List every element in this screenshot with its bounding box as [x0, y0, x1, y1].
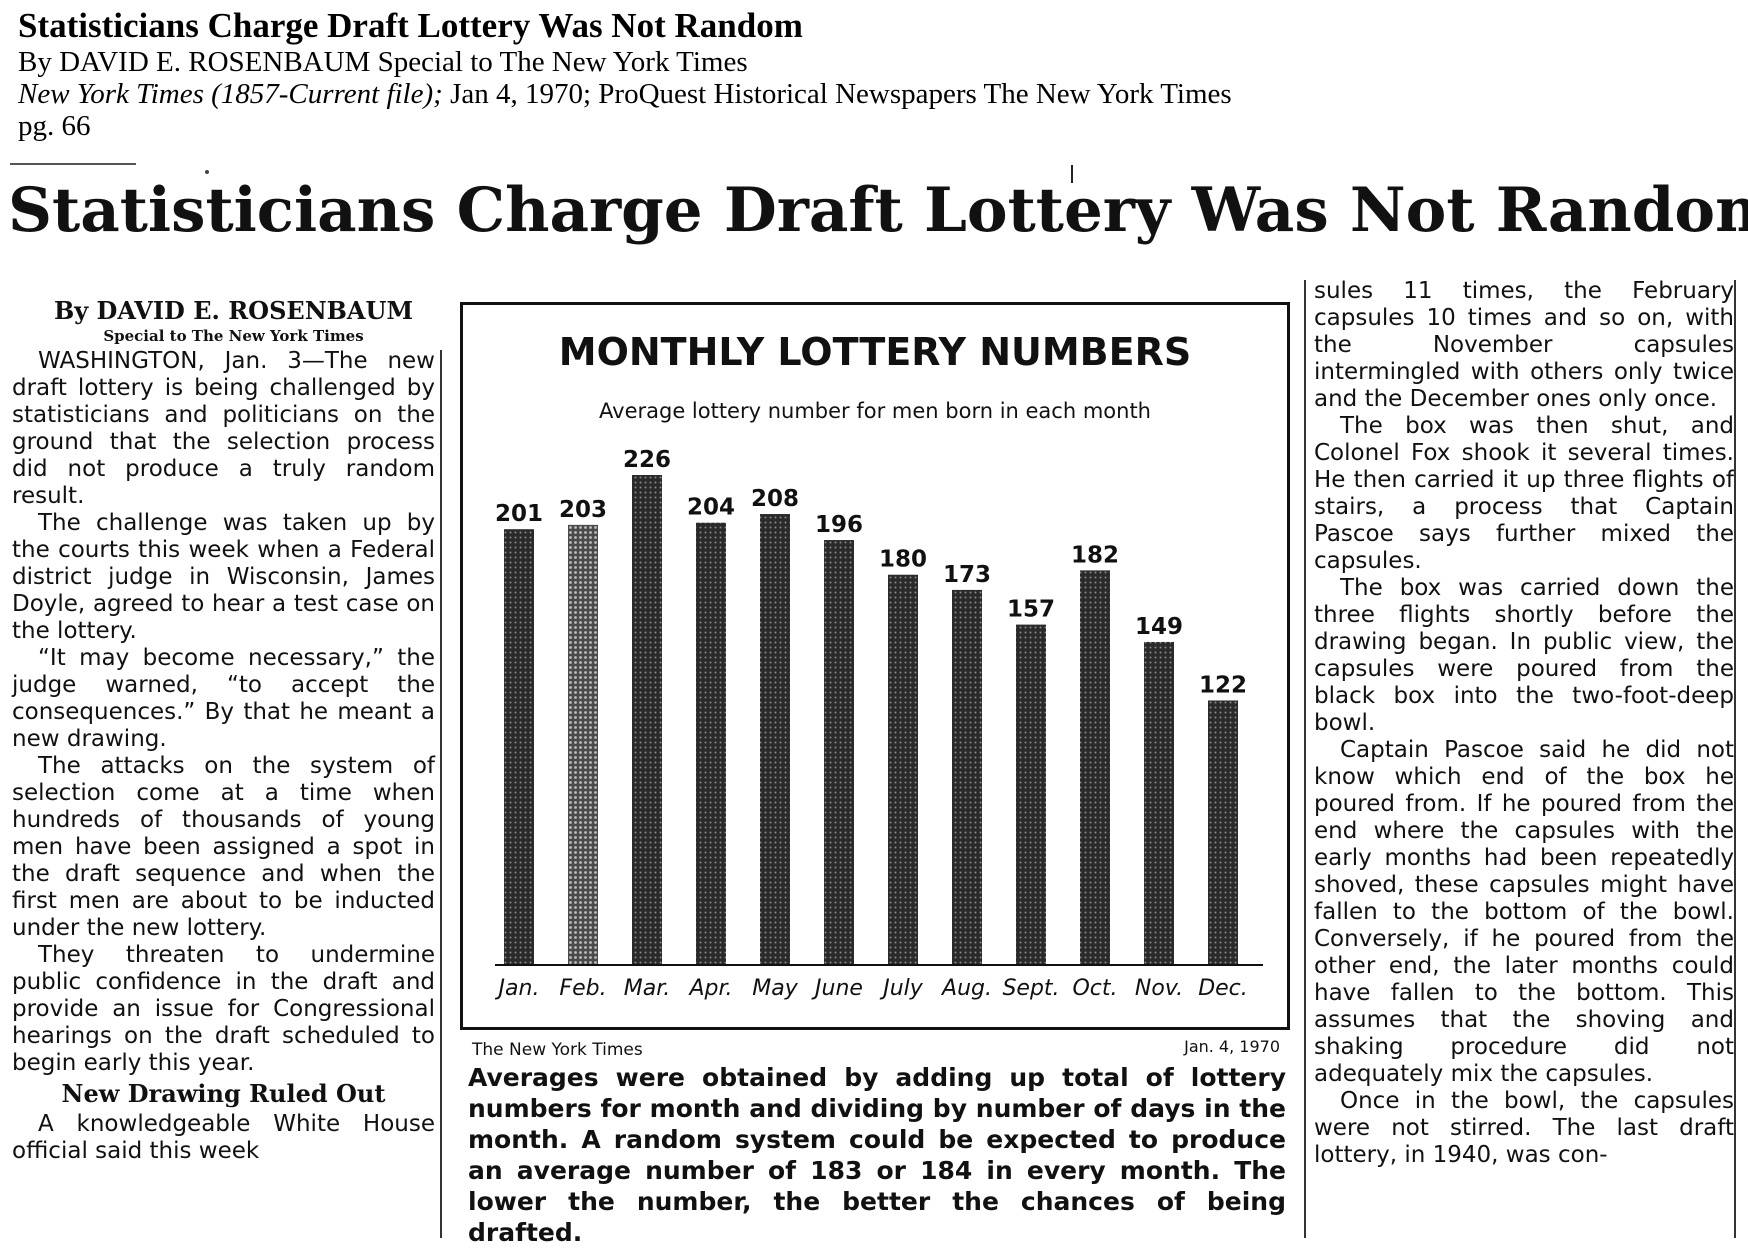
chart-category-label: June: [811, 976, 863, 1001]
article-headline: Statisticians Charge Draft Lottery Was N…: [8, 175, 1748, 246]
chart-value-label: 149: [1135, 614, 1183, 640]
lottery-chart: MONTHLY LOTTERY NUMBERS Average lottery …: [460, 302, 1290, 1030]
article-paragraph: The box was then shut, and Colonel Fox s…: [1314, 413, 1734, 574]
chart-bar-aug: [952, 589, 982, 965]
chart-bar-dec: [1208, 700, 1238, 965]
chart-category-label: Aug.: [940, 976, 992, 1001]
chart-value-label: 180: [879, 547, 927, 573]
citation-header: Statisticians Charge Draft Lottery Was N…: [18, 6, 1418, 142]
article-paragraph: “It may become necessary,” the judge war…: [12, 645, 435, 752]
chart-category-label: Sept.: [1002, 976, 1059, 1001]
column-divider-right: [1304, 280, 1306, 1238]
column-edge-right: [1734, 280, 1736, 1238]
chart-value-label: 196: [815, 512, 863, 538]
chart-value-label: 122: [1199, 672, 1247, 698]
chart-date: Jan. 4, 1970: [1184, 1037, 1280, 1056]
chart-value-label: 226: [623, 447, 671, 473]
chart-value-label: 173: [943, 562, 991, 588]
article-paragraph: The attacks on the system of selection c…: [12, 753, 435, 941]
citation-source: New York Times (1857-Current file); Jan …: [18, 78, 1418, 110]
chart-bar-oct: [1080, 570, 1110, 965]
chart-bar-feb: [568, 524, 598, 965]
chart-category-label: July: [879, 976, 924, 1001]
citation-byline: By DAVID E. ROSENBAUM Special to The New…: [18, 46, 748, 78]
chart-value-label: 182: [1071, 542, 1119, 568]
chart-bar-jan: [504, 529, 534, 965]
column-divider-left: [440, 350, 442, 1238]
chart-subtitle: Average lottery number for men born in e…: [599, 399, 1151, 423]
chart-value-label: 157: [1007, 597, 1055, 623]
citation-title: Statisticians Charge Draft Lottery Was N…: [18, 6, 803, 45]
article-paragraph: WASHINGTON, Jan. 3—The new draft lottery…: [12, 348, 435, 509]
chart-title: MONTHLY LOTTERY NUMBERS: [559, 330, 1191, 374]
chart-bar-july: [888, 574, 918, 965]
chart-category-label: Mar.: [624, 976, 670, 1001]
chart-bar-apr: [696, 522, 726, 965]
chart-bar-nov: [1144, 641, 1174, 965]
print-speck: [205, 170, 209, 174]
chart-value-label: 203: [559, 497, 607, 523]
chart-category-label: Dec.: [1198, 976, 1248, 1001]
chart-value-label: 201: [495, 501, 543, 527]
chart-category-label: Apr.: [687, 976, 732, 1001]
citation-source-details: Jan 4, 1970; ProQuest Historical Newspap…: [442, 78, 1232, 110]
article-paragraph: The box was carried down the three fligh…: [1314, 575, 1734, 736]
article-byline-sub: Special to The New York Times: [103, 327, 364, 345]
article-paragraph: They threaten to undermine public confid…: [12, 942, 435, 1076]
chart-category-label: Nov.: [1135, 976, 1183, 1001]
print-tick-mark: [1071, 165, 1073, 183]
lottery-chart-svg: MONTHLY LOTTERY NUMBERS Average lottery …: [495, 330, 1263, 1001]
article-column-right: sules 11 times, the February capsules 10…: [1314, 278, 1734, 1169]
clipping-edge-rule: [10, 163, 136, 165]
chart-bar-mar: [632, 475, 662, 965]
article-paragraph: A knowledgeable White House official sai…: [12, 1111, 435, 1164]
chart-category-label: Feb.: [559, 976, 606, 1001]
chart-bar-sept: [1016, 624, 1046, 965]
chart-bars: 201 Jan. 203 Feb. 226 Mar. 204 Apr. 208 May 196 Jun…: [495, 447, 1248, 1001]
chart-category-label: May: [752, 976, 798, 1001]
chart-bar-june: [824, 540, 854, 965]
article-byline: By DAVID E. ROSENBAUM: [53, 296, 414, 325]
article-paragraph: Captain Pascoe said he did not know whic…: [1314, 737, 1734, 1087]
chart-caption: Averages were obtained by adding up tota…: [468, 1063, 1286, 1247]
citation-page: pg. 66: [18, 110, 91, 142]
citation-source-publication: New York Times (1857-Current file);: [18, 78, 443, 110]
article-paragraph: Once in the bowl, the capsules were not …: [1314, 1088, 1734, 1168]
chart-value-label: 208: [751, 486, 799, 512]
chart-bar-may: [760, 514, 790, 965]
article-paragraph: The challenge was taken up by the courts…: [12, 510, 435, 644]
chart-credit: The New York Times: [472, 1040, 643, 1060]
article-column-left: By DAVID E. ROSENBAUM Special to The New…: [12, 296, 435, 1165]
article-subhead: New Drawing Ruled Out: [61, 1079, 386, 1108]
chart-value-label: 204: [687, 495, 735, 521]
chart-category-label: Jan.: [495, 976, 540, 1001]
chart-category-label: Oct.: [1072, 976, 1117, 1001]
article-paragraph: sules 11 times, the February capsules 10…: [1314, 278, 1734, 412]
